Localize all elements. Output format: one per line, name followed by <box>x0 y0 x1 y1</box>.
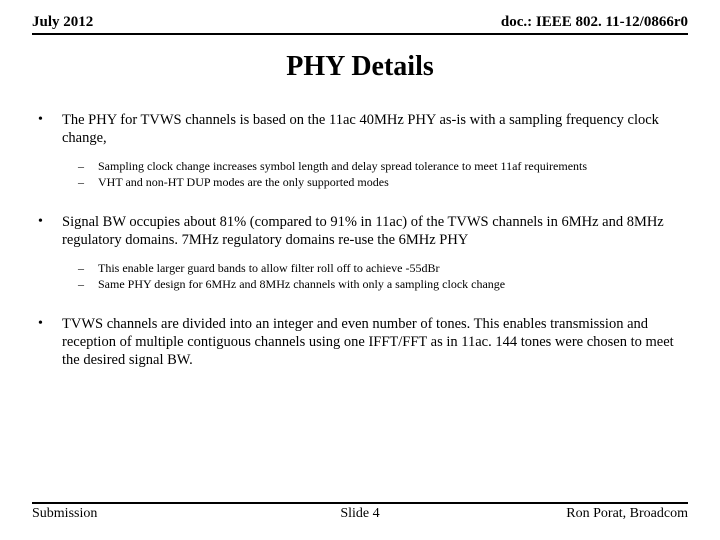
slide-footer: Submission Slide 4 Ron Porat, Broadcom <box>32 502 688 522</box>
footer-slide-number: Slide 4 <box>32 506 688 522</box>
sub-bullet-item: – Sampling clock change increases symbol… <box>78 159 682 174</box>
header-date: July 2012 <box>32 14 93 31</box>
header-doc-id: doc.: IEEE 802. 11-12/0866r0 <box>501 14 688 31</box>
bullet-text: The PHY for TVWS channels is based on th… <box>62 111 682 147</box>
footer-rule <box>32 502 688 504</box>
sub-bullet-item: – Same PHY design for 6MHz and 8MHz chan… <box>78 277 682 292</box>
sub-bullet-marker: – <box>78 261 98 276</box>
sub-bullet-text: Sampling clock change increases symbol l… <box>98 159 587 174</box>
sub-bullet-text: This enable larger guard bands to allow … <box>98 261 439 276</box>
bullet-item: • TVWS channels are divided into an inte… <box>38 315 682 369</box>
bullet-item: • The PHY for TVWS channels is based on … <box>38 111 682 147</box>
sub-bullet-marker: – <box>78 175 98 190</box>
sub-bullet-item: – This enable larger guard bands to allo… <box>78 261 682 276</box>
slide-content: • The PHY for TVWS channels is based on … <box>0 111 720 369</box>
slide-title: PHY Details <box>0 51 720 83</box>
sub-bullet-marker: – <box>78 277 98 292</box>
bullet-text: TVWS channels are divided into an intege… <box>62 315 682 369</box>
slide-header: July 2012 doc.: IEEE 802. 11-12/0866r0 <box>0 0 720 33</box>
sub-bullet-item: – VHT and non-HT DUP modes are the only … <box>78 175 682 190</box>
bullet-marker: • <box>38 213 62 249</box>
header-rule <box>32 33 688 35</box>
bullet-marker: • <box>38 111 62 147</box>
bullet-marker: • <box>38 315 62 369</box>
bullet-item: • Signal BW occupies about 81% (compared… <box>38 213 682 249</box>
sub-bullet-text: Same PHY design for 6MHz and 8MHz channe… <box>98 277 505 292</box>
bullet-text: Signal BW occupies about 81% (compared t… <box>62 213 682 249</box>
sub-bullet-text: VHT and non-HT DUP modes are the only su… <box>98 175 389 190</box>
sub-bullet-marker: – <box>78 159 98 174</box>
